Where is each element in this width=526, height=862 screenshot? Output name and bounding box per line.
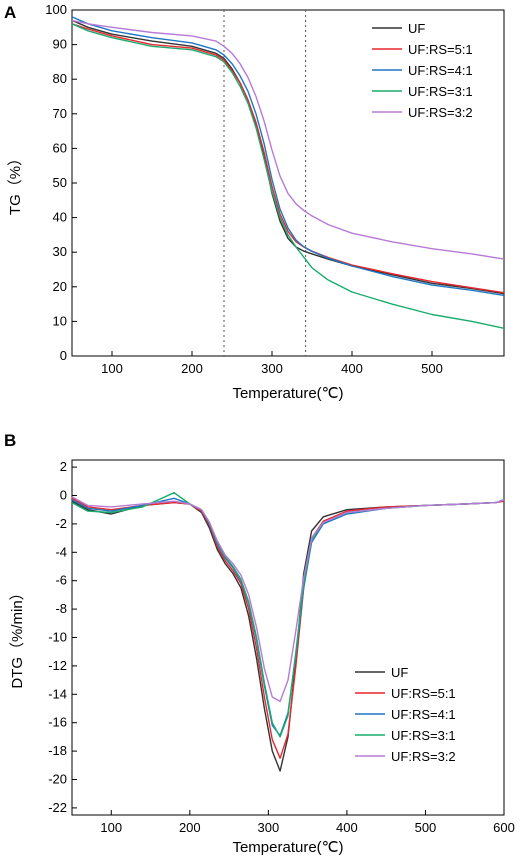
panel-b-legend-label: UF:RS=3:2	[391, 749, 456, 764]
panel-b-y-tick-label: -6	[55, 573, 67, 588]
panel-b-y-tick-label: -20	[48, 772, 67, 787]
panel-a-y-tick-label: 50	[53, 175, 67, 190]
panel-b-series-line	[71, 496, 505, 703]
panel-b-legend: UF UF:RS=5:1 UF:RS=4:1 UF:RS=3:1 UF:RS=3:2	[355, 665, 456, 764]
panel-a-y-tick-label: 30	[53, 244, 67, 259]
panel-a-y-tick-label: 70	[53, 106, 67, 121]
panel-a-y-tick-label: 20	[53, 279, 67, 294]
panel-b-legend-label: UF	[391, 665, 408, 680]
panel-a-x-tick-label: 100	[101, 361, 123, 376]
panel-a-x-tick-label: 300	[261, 361, 283, 376]
panel-a-ticks: 100 200 300 400 500 0 10 20 30 40 50 60 70 80 90 100	[45, 2, 443, 376]
panel-b-x-tick-label: 500	[415, 820, 437, 835]
panel-b-x-tick-label: 300	[258, 820, 280, 835]
panel-a-y-tick-label: 90	[53, 37, 67, 52]
panel-b: B 100 200 300 400 500 600 2 0 -2 -4 -6 -8 -10 -12 -14 -…	[4, 431, 515, 856]
panel-b-y-tick-label: -4	[55, 544, 67, 559]
panel-b-y-tick-label: -12	[48, 658, 67, 673]
panel-a-legend-label: UF:RS=5:1	[408, 42, 473, 57]
panel-b-x-axis-title: Temperature(℃)	[232, 839, 343, 856]
panel-a-legend-label: UF:RS=3:2	[408, 105, 473, 120]
panel-a-y-tick-label: 80	[53, 71, 67, 86]
panel-a-series-line	[71, 23, 505, 329]
panel-a-y-tick-label: 100	[45, 2, 67, 17]
panel-a-y-tick-label: 60	[53, 140, 67, 155]
panel-a-legend-label: UF	[408, 21, 425, 36]
panel-a-legend-label: UF:RS=3:1	[408, 84, 473, 99]
panel-b-y-tick-label: -8	[55, 601, 67, 616]
panel-b-letter: B	[4, 431, 16, 450]
panel-a-x-tick-label: 400	[341, 361, 363, 376]
panel-b-y-tick-label: 0	[60, 488, 67, 503]
panel-b-plot-frame	[71, 459, 505, 816]
panel-b-x-tick-label: 100	[100, 820, 122, 835]
panel-a-series-lines	[71, 16, 505, 329]
panel-a-y-tick-label: 40	[53, 210, 67, 225]
panel-a: A 100 200 300 400 500 0 10 20 30 40 50 60 70 80 90100 …	[4, 2, 505, 402]
panel-a-letter: A	[4, 3, 16, 22]
panel-b-y-tick-label: -2	[55, 516, 67, 531]
panel-a-series-line	[71, 19, 505, 260]
panel-b-x-tick-label: 400	[336, 820, 358, 835]
panel-a-x-tick-label: 200	[181, 361, 203, 376]
panel-a-series-line	[71, 16, 505, 297]
panel-b-legend-label: UF:RS=4:1	[391, 707, 456, 722]
panel-b-legend-label: UF:RS=5:1	[391, 686, 456, 701]
panel-b-y-tick-label: 2	[60, 459, 67, 474]
panel-a-legend: UF UF:RS=5:1 UF:RS=4:1 UF:RS=3:1 UF:RS=3:2	[372, 21, 473, 120]
panel-a-x-tick-label: 500	[421, 361, 443, 376]
panel-a-legend-label: UF:RS=4:1	[408, 63, 473, 78]
panel-b-y-tick-label: -10	[48, 630, 67, 645]
panel-a-plot-frame	[71, 9, 505, 357]
panel-a-y-axis-title: TG（%）	[7, 151, 24, 215]
panel-b-x-tick-label: 200	[179, 820, 201, 835]
panel-b-x-tick-label: 600	[493, 820, 515, 835]
panel-a-y-tick-label: 0	[60, 348, 67, 363]
panel-b-y-tick-label: -22	[48, 800, 67, 815]
panel-b-y-axis-title: DTG（%/min）	[9, 585, 26, 688]
panel-b-y-tick-label: -18	[48, 743, 67, 758]
panel-b-ticks: 100 200 300 400 500 600 2 0 -2 -4 -6 -8 -10 -12 -14 -16…	[48, 459, 515, 835]
panel-b-series-lines	[71, 492, 505, 772]
panel-a-y-tick-label: 10	[53, 313, 67, 328]
panel-b-legend-label: UF:RS=3:1	[391, 728, 456, 743]
panel-a-x-axis-title: Temperature(℃)	[232, 385, 343, 402]
panel-b-y-tick-label: -14	[48, 686, 67, 701]
panel-a-series-line	[71, 23, 505, 294]
panel-b-y-tick-label: -16	[48, 715, 67, 730]
